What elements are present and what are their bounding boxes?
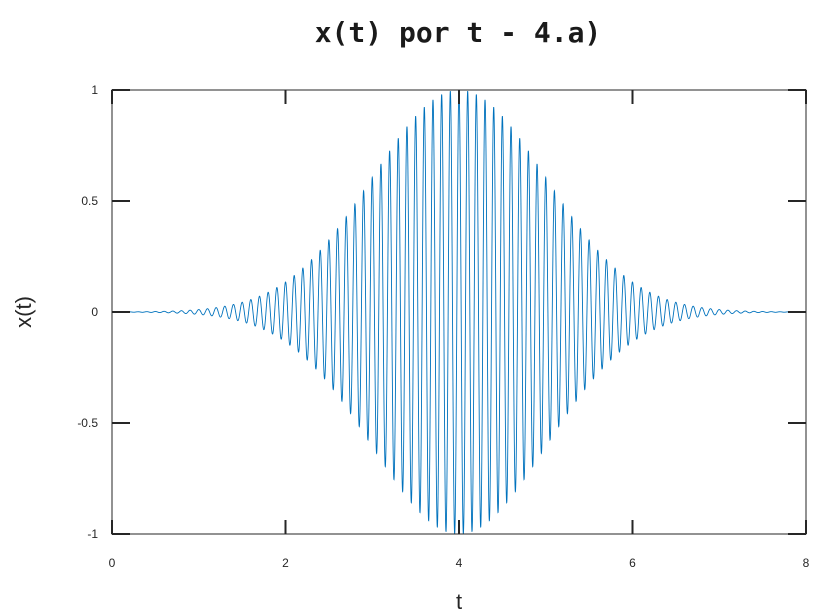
x-tick-label: 2 — [282, 556, 289, 570]
plot-area: 0 2 4 6 8 1 0.5 0 -0.5 -1 — [77, 83, 809, 570]
x-axis-tick-labels: 0 2 4 6 8 — [109, 556, 810, 570]
series-line-signal — [112, 89, 806, 535]
chart-title: x(t) por t - 4.a) — [315, 16, 602, 49]
axes-frame — [111, 89, 807, 535]
y-axis-label: x(t) — [11, 296, 36, 328]
x-tick-label: 4 — [456, 556, 463, 570]
y-axis-tick-labels: 1 0.5 0 -0.5 -1 — [77, 83, 98, 541]
y-tick-label: 1 — [91, 83, 98, 97]
y-tick-label: 0 — [91, 305, 98, 319]
y-tick-label: -0.5 — [77, 416, 98, 430]
x-tick-label: 0 — [109, 556, 116, 570]
x-axis-label: t — [456, 589, 462, 614]
axis-ticks — [111, 89, 807, 535]
y-tick-label: -1 — [87, 527, 98, 541]
x-tick-label: 6 — [629, 556, 636, 570]
x-tick-label: 8 — [803, 556, 810, 570]
y-tick-label: 0.5 — [81, 194, 98, 208]
